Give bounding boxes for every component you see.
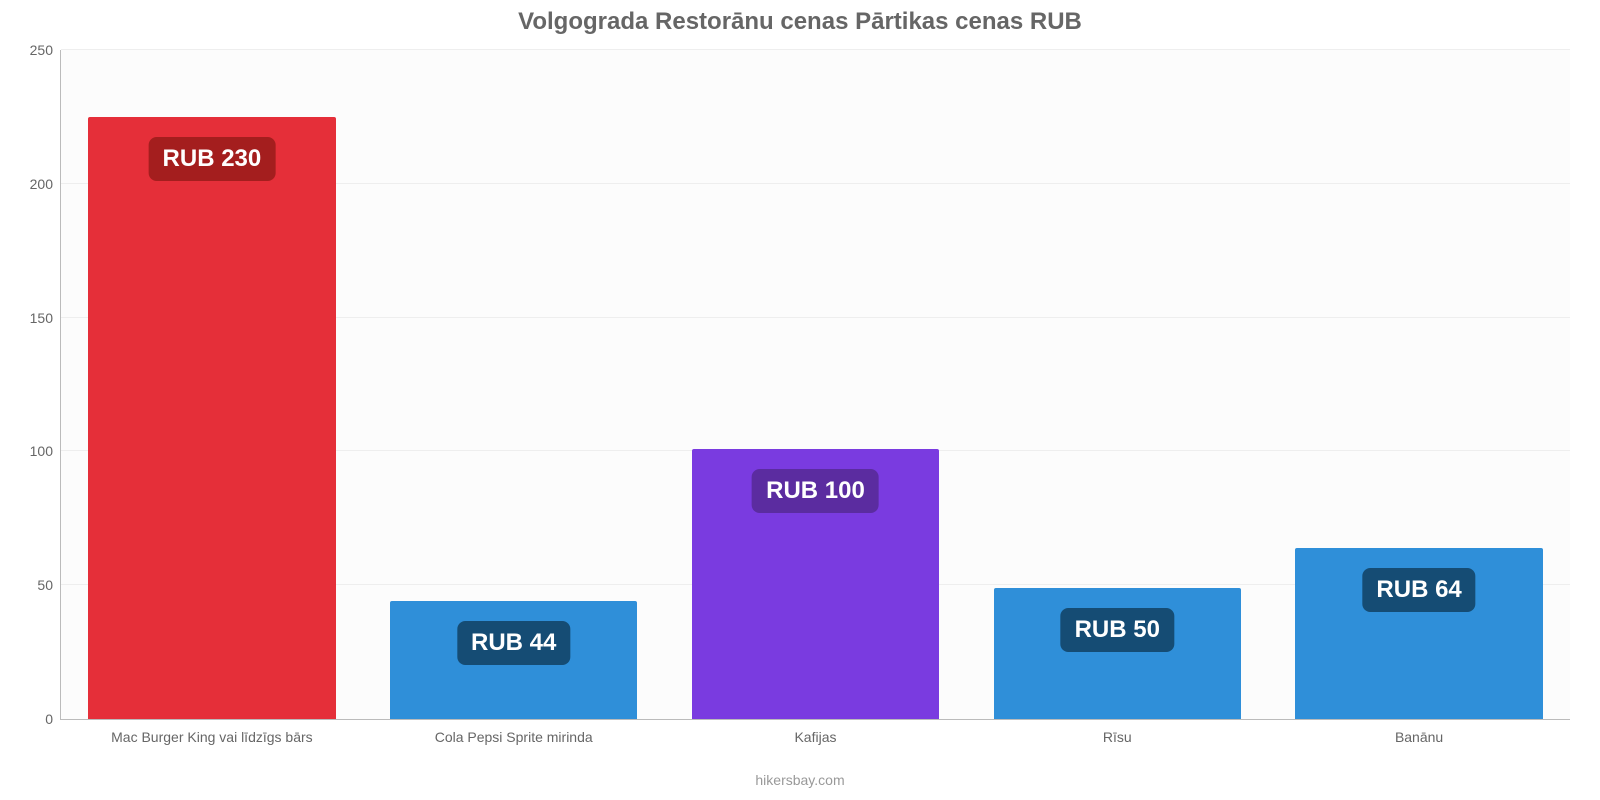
bar-value-badge: RUB 230 [149,137,276,181]
bar-slot: RUB 44Cola Pepsi Sprite mirinda [363,50,665,719]
bar: RUB 50 [994,588,1241,719]
xtick-label: Cola Pepsi Sprite mirinda [363,729,665,745]
bar-slot: RUB 64Banānu [1268,50,1570,719]
chart-container: Volgograda Restorānu cenas Pārtikas cena… [0,0,1600,800]
bar-value-badge: RUB 50 [1061,608,1174,652]
bar-slot: RUB 100Kafijas [665,50,967,719]
bar: RUB 64 [1295,548,1542,719]
bar-slot: RUB 230Mac Burger King vai līdzīgs bārs [61,50,363,719]
bar-value-badge: RUB 44 [457,621,570,665]
chart-title: Volgograda Restorānu cenas Pārtikas cena… [0,8,1600,36]
xtick-label: Kafijas [665,729,967,745]
bar-value-badge: RUB 100 [752,469,879,513]
bar: RUB 100 [692,449,939,719]
xtick-label: Mac Burger King vai līdzīgs bārs [61,729,363,745]
attribution-text: hikersbay.com [0,772,1600,788]
ytick-label: 150 [30,310,53,326]
bar: RUB 44 [390,601,637,719]
bar-slot: RUB 50Rīsu [966,50,1268,719]
bars-row: RUB 230Mac Burger King vai līdzīgs bārsR… [61,50,1570,719]
ytick-label: 50 [37,577,53,593]
bar-value-badge: RUB 64 [1362,568,1475,612]
xtick-label: Rīsu [966,729,1268,745]
ytick-label: 0 [45,711,53,727]
plot-area: 050100150200250 RUB 230Mac Burger King v… [60,50,1570,720]
ytick-label: 100 [30,443,53,459]
bar: RUB 230 [88,117,335,719]
xtick-label: Banānu [1268,729,1570,745]
ytick-label: 200 [30,176,53,192]
ytick-label: 250 [30,42,53,58]
